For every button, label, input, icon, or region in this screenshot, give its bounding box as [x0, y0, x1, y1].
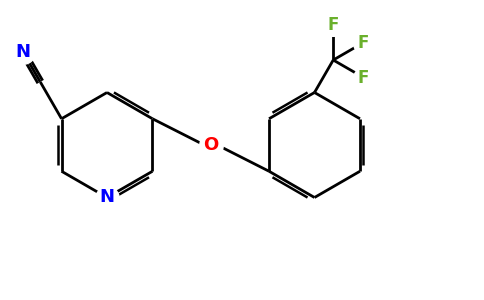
Text: F: F	[358, 68, 369, 86]
Text: O: O	[203, 136, 218, 154]
Text: F: F	[328, 16, 339, 34]
Text: N: N	[100, 188, 115, 206]
Text: F: F	[358, 34, 369, 52]
Text: N: N	[15, 43, 30, 61]
